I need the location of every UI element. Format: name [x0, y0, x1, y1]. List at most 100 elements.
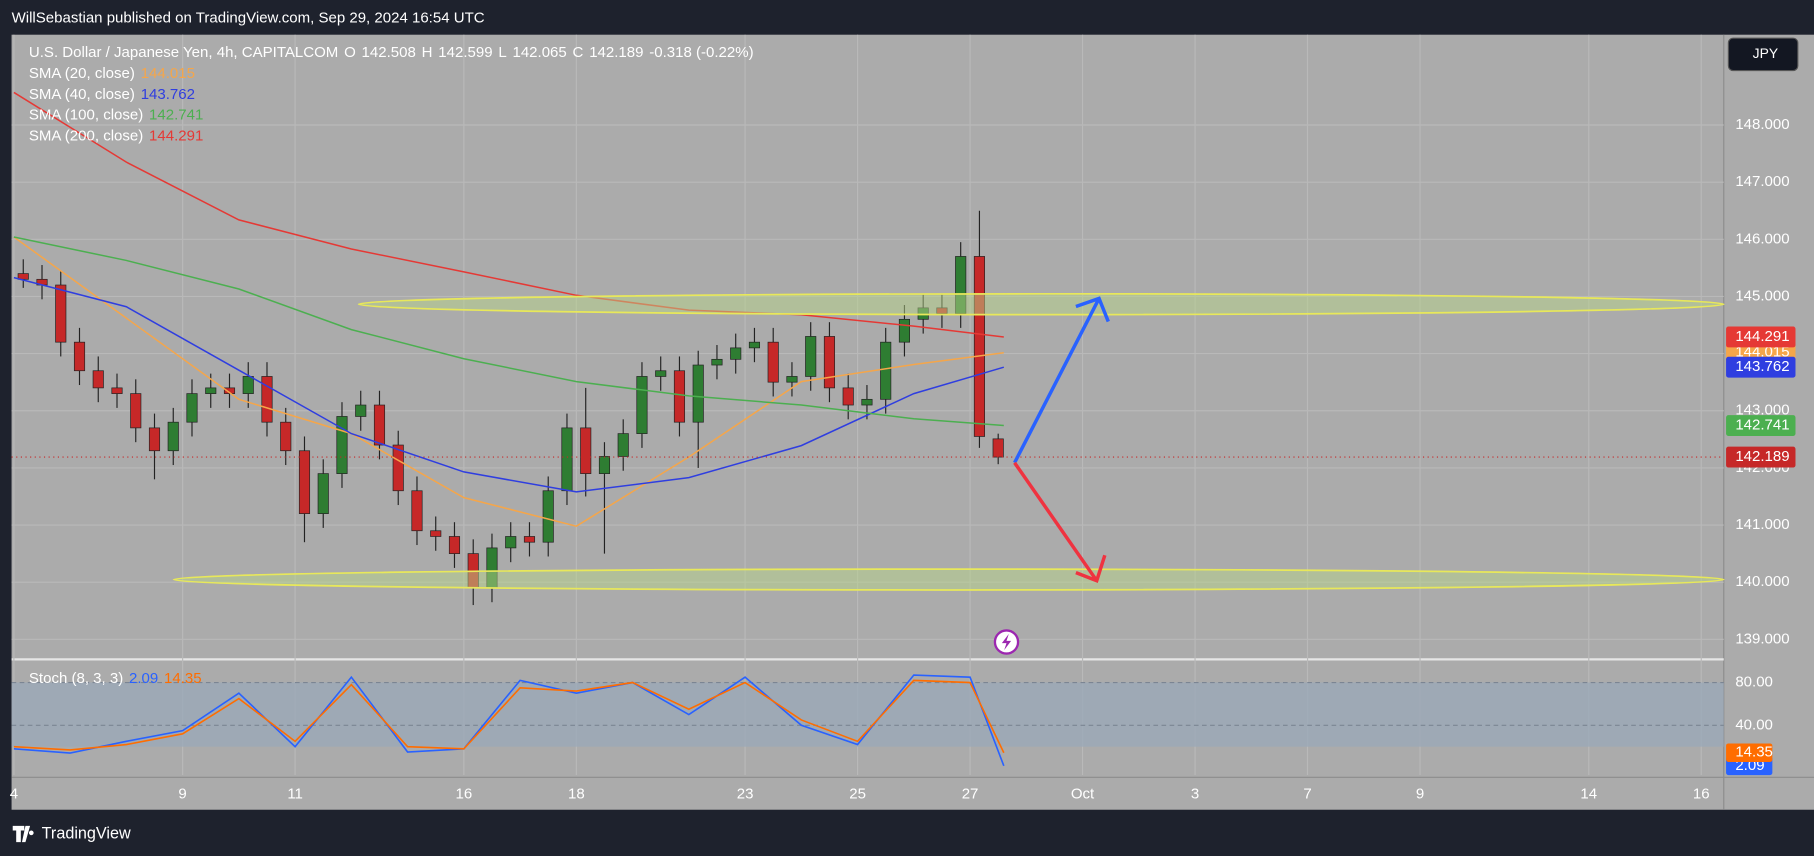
- candle-body: [355, 404, 367, 417]
- candle-body: [392, 444, 404, 492]
- sma-price-label: 144.291: [1735, 328, 1789, 345]
- candle-body: [430, 530, 442, 537]
- sma-line: [13, 91, 1004, 338]
- ohlc-key: C: [573, 44, 584, 61]
- candle-body: [580, 427, 592, 474]
- candle-body: [167, 421, 179, 452]
- sma-price-label: 144.015: [1735, 344, 1789, 361]
- x-tick-label: 3: [1191, 786, 1199, 803]
- currency-button[interactable]: [1727, 37, 1799, 72]
- currency-button-label[interactable]: JPY: [1753, 45, 1778, 61]
- ohlc-change: -0.318 (-0.22%): [649, 44, 753, 61]
- candle-body: [730, 347, 742, 360]
- sma-price-label: 143.762: [1735, 358, 1789, 375]
- candle-body: [73, 341, 86, 372]
- candle-body: [823, 336, 836, 389]
- x-tick-label: 7: [1303, 786, 1311, 803]
- stoch-line: [13, 679, 1005, 754]
- down-arrow: [1013, 461, 1107, 583]
- stoch-band: [11, 682, 1724, 747]
- resistance-zone: [357, 292, 1725, 316]
- legend-value: 144.291: [149, 127, 203, 144]
- brand-logo: [12, 825, 34, 843]
- candle-body: [130, 393, 142, 429]
- ohlc-key: H: [422, 44, 433, 61]
- header: WillSebastian published on TradingView.c…: [12, 9, 485, 26]
- legend-value: 143.762: [141, 86, 195, 103]
- y-tick-label: 139.000: [1735, 630, 1789, 647]
- candle-body: [542, 490, 554, 543]
- legend-row: SMA (200, close) 144.291: [29, 127, 203, 144]
- sma-price-label-box: [1726, 326, 1796, 348]
- sma-line: [13, 236, 1004, 527]
- candle-body: [505, 536, 517, 549]
- stoch-tick-label: 80.00: [1735, 673, 1773, 690]
- legend-entry: SMA (200, close): [29, 127, 143, 144]
- candle-body: [748, 341, 761, 349]
- candle-body: [92, 370, 104, 389]
- up-arrow: [1013, 296, 1110, 464]
- stoch-legend-value: 2.09: [129, 670, 158, 687]
- ohlc-value: 142.599: [438, 44, 492, 61]
- sma-price-label-box: [1726, 356, 1796, 378]
- x-tick-label: 27: [962, 786, 979, 803]
- candle-body: [186, 393, 198, 423]
- candle-body: [861, 398, 873, 406]
- legend-row: SMA (100, close) 142.741: [29, 107, 203, 124]
- candle-body: [523, 536, 536, 543]
- ohlc-value: 142.508: [362, 44, 416, 61]
- x-tick-label: 14: [1580, 786, 1597, 803]
- candle-body: [317, 473, 329, 514]
- candle-body: [767, 341, 779, 383]
- y-tick-label: 145.000: [1735, 287, 1789, 304]
- plot-layer: [11, 34, 1724, 776]
- candle-body: [598, 456, 611, 474]
- candle-body: [411, 490, 423, 532]
- stoch-legend: Stoch (8, 3, 3): [29, 670, 123, 687]
- candle-body: [805, 336, 817, 377]
- candle-body: [617, 433, 629, 457]
- x-tick-label: Oct: [1071, 786, 1095, 803]
- candle-body: [111, 387, 123, 394]
- stoch-value-label: 14.35: [1735, 744, 1773, 761]
- candle-body: [973, 256, 985, 437]
- y-tick-label: 141.000: [1735, 516, 1789, 533]
- candle-body: [898, 318, 910, 343]
- candle-body: [448, 536, 461, 554]
- candle-body: [280, 421, 292, 452]
- legend-row: U.S. Dollar / Japanese Yen, 4h, CAPITALC…: [29, 44, 754, 61]
- current-price-label: 142.189: [1735, 448, 1789, 465]
- candle-body: [148, 427, 161, 452]
- sma-line: [13, 276, 1005, 493]
- symbol-name: U.S. Dollar / Japanese Yen, 4h, CAPITALC…: [29, 44, 338, 61]
- stoch-legend-value: 14.35: [164, 670, 202, 687]
- legend-row: Stoch (8, 3, 3) 2.09 14.35: [29, 670, 202, 687]
- event-icon-glyph: [1001, 633, 1012, 651]
- y-tick-label: 143.000: [1735, 402, 1789, 419]
- x-tick-label: 18: [568, 786, 585, 803]
- x-tick-label: 11: [287, 786, 303, 803]
- y-tick-label: 148.000: [1735, 116, 1789, 133]
- candle-body: [992, 438, 1004, 458]
- y-tick-label: 140.000: [1735, 573, 1789, 590]
- stoch-tick-label: 40.00: [1735, 716, 1773, 733]
- candle-body: [880, 341, 892, 400]
- candle-body: [692, 364, 704, 423]
- candle-body: [711, 358, 723, 366]
- candle-body: [842, 387, 854, 406]
- legend-value: 144.015: [141, 65, 195, 82]
- y-tick-label: 146.000: [1735, 230, 1789, 247]
- ohlc-value: 142.189: [589, 44, 643, 61]
- brand: TradingView: [12, 824, 131, 843]
- annotations: [172, 292, 1725, 655]
- ohlc-value: 142.065: [512, 44, 566, 61]
- candle-body: [55, 284, 67, 343]
- support-zone: [172, 568, 1725, 591]
- y-tick-label: 147.000: [1735, 173, 1789, 190]
- legend-value: 142.741: [149, 107, 203, 124]
- ohlc-key: L: [498, 44, 506, 61]
- ohlc-key: O: [344, 44, 356, 61]
- sma-price-label-box: [1726, 415, 1796, 436]
